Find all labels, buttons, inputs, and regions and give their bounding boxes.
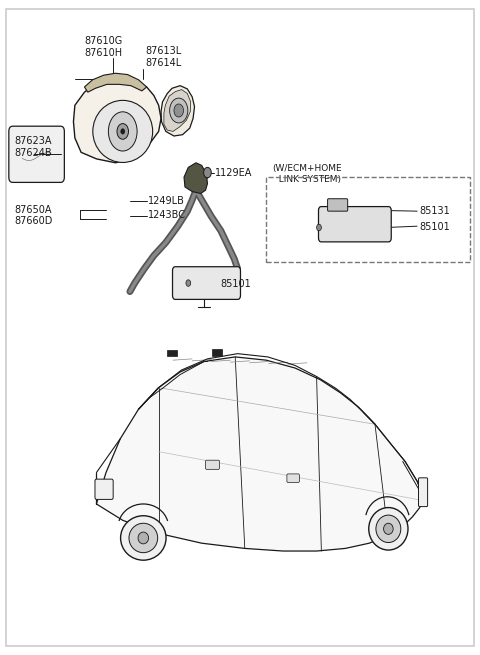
Text: 87650A
87660D: 87650A 87660D	[14, 204, 52, 226]
Text: 87613L
87614L: 87613L 87614L	[145, 47, 181, 68]
FancyBboxPatch shape	[95, 479, 113, 499]
Circle shape	[121, 129, 125, 134]
Text: 87610G
87610H: 87610G 87610H	[84, 36, 123, 58]
Polygon shape	[184, 163, 207, 193]
Circle shape	[204, 168, 211, 178]
Text: 1129EA: 1129EA	[215, 168, 252, 178]
Ellipse shape	[169, 98, 188, 123]
Text: 87623A
87624B: 87623A 87624B	[14, 136, 52, 158]
Polygon shape	[161, 86, 194, 136]
FancyBboxPatch shape	[419, 478, 428, 506]
Ellipse shape	[108, 112, 137, 151]
Bar	[212, 349, 222, 356]
Polygon shape	[96, 357, 424, 551]
Text: 85131: 85131	[419, 206, 450, 215]
Ellipse shape	[369, 508, 408, 550]
Circle shape	[117, 124, 129, 140]
Ellipse shape	[129, 523, 157, 553]
FancyBboxPatch shape	[172, 267, 240, 299]
FancyBboxPatch shape	[205, 460, 219, 470]
Text: (W/ECM+HOME
  LINK SYSTEM): (W/ECM+HOME LINK SYSTEM)	[273, 164, 342, 183]
Ellipse shape	[376, 515, 401, 542]
Bar	[167, 350, 177, 356]
Ellipse shape	[384, 523, 393, 534]
Circle shape	[317, 224, 322, 231]
FancyBboxPatch shape	[327, 198, 348, 211]
FancyBboxPatch shape	[319, 206, 391, 242]
Ellipse shape	[120, 515, 166, 560]
Text: 85101: 85101	[220, 280, 251, 290]
Text: 1243BC: 1243BC	[148, 210, 186, 220]
FancyBboxPatch shape	[287, 474, 300, 482]
Polygon shape	[84, 73, 147, 92]
Text: 1249LB: 1249LB	[148, 196, 185, 206]
Circle shape	[174, 104, 183, 117]
Polygon shape	[73, 79, 161, 163]
Ellipse shape	[93, 100, 153, 162]
Text: 85101: 85101	[419, 222, 450, 232]
Circle shape	[186, 280, 191, 286]
Ellipse shape	[138, 532, 149, 544]
FancyBboxPatch shape	[9, 126, 64, 182]
Polygon shape	[164, 90, 191, 132]
